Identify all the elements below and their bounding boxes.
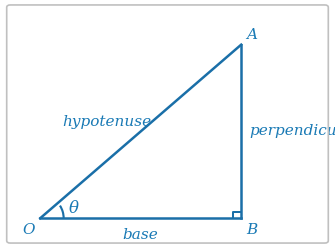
Text: perpendicular: perpendicular bbox=[250, 124, 335, 138]
Text: B: B bbox=[246, 223, 258, 237]
Text: θ: θ bbox=[69, 200, 79, 217]
Text: A: A bbox=[246, 28, 257, 42]
Text: O: O bbox=[23, 223, 35, 237]
Text: base: base bbox=[123, 228, 158, 242]
Text: hypotenuse: hypotenuse bbox=[63, 115, 152, 128]
